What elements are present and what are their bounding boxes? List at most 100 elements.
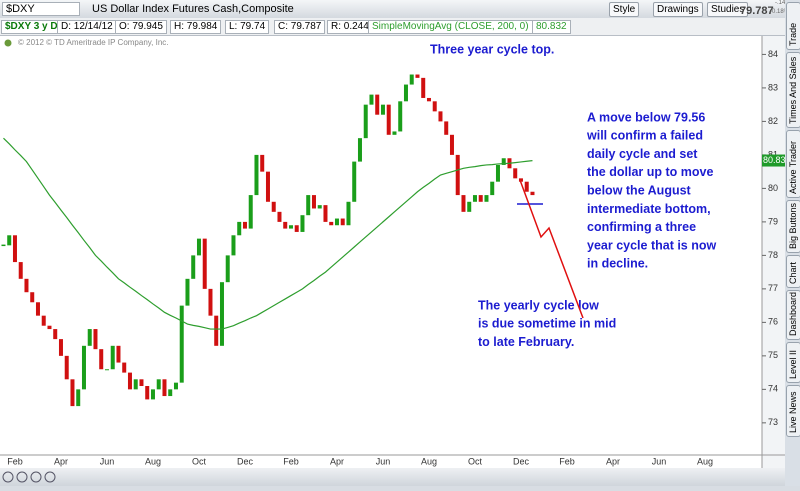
annotation: year cycle that is now: [587, 238, 717, 252]
annotation: The yearly cycle low: [478, 298, 599, 312]
price-bar: [93, 329, 98, 350]
price-bar: [76, 389, 81, 407]
x-tick-label: Aug: [145, 456, 161, 466]
price-bar: [116, 345, 121, 363]
price-bar: [501, 158, 506, 165]
annotation: is due sometime in mid: [478, 317, 616, 331]
side-tab[interactable]: Trade: [786, 2, 800, 50]
symbol-box[interactable]: $DXY: [2, 2, 80, 16]
price-bar: [248, 195, 253, 229]
study-value: 80.832: [532, 20, 571, 34]
y-tick-label: 83: [768, 82, 778, 92]
icon[interactable]: [2, 471, 14, 483]
price-bar: [87, 329, 92, 346]
price-bar: [455, 154, 460, 196]
x-tick-label: Apr: [330, 456, 344, 466]
price-bar: [30, 292, 35, 303]
annotation: confirming a three: [587, 220, 696, 234]
price-bar: [438, 111, 443, 122]
price-bar: [294, 225, 299, 232]
x-tick-label: Jun: [652, 456, 667, 466]
price-axis: [762, 36, 785, 468]
side-tab-label[interactable]: Trade: [788, 22, 798, 46]
symbol-description: US Dollar Index Futures Cash,Composite: [92, 3, 294, 15]
price-bar: [225, 255, 230, 283]
price-bar: [340, 218, 345, 226]
icon[interactable]: [16, 471, 28, 483]
y-tick-label: 78: [768, 250, 778, 260]
price-bar: [104, 369, 109, 371]
close: C: 79.787: [274, 20, 326, 34]
price-bar: [18, 262, 23, 279]
icon[interactable]: [30, 471, 42, 483]
price-bar: [47, 325, 52, 330]
price-bar: [518, 178, 523, 182]
icon[interactable]: [44, 471, 56, 483]
price-bar: [179, 305, 184, 383]
side-tab[interactable]: Times And Sales: [786, 52, 800, 128]
price-bar: [369, 94, 374, 105]
price-bar: [398, 101, 403, 132]
y-tick-label: 80: [768, 183, 778, 193]
y-tick-label: 75: [768, 350, 778, 360]
side-tab-label[interactable]: Active Trader: [788, 140, 798, 194]
price-bar: [283, 221, 288, 229]
side-tab[interactable]: Big Buttons: [786, 200, 800, 253]
price-bar: [530, 191, 535, 196]
chart: © 2012 © TD Ameritrade IP Company, Inc. …: [0, 36, 785, 468]
x-tick-label: Dec: [513, 456, 530, 466]
price-bar: [311, 195, 316, 209]
side-tab[interactable]: Level II: [786, 342, 800, 383]
price-bar: [426, 97, 431, 102]
studies-button[interactable]: Studies: [707, 2, 749, 17]
style-button[interactable]: Style: [609, 2, 640, 17]
price-bar: [467, 201, 472, 212]
price-bar: [432, 101, 437, 112]
side-tab[interactable]: Dashboard: [786, 290, 800, 340]
price-bar: [202, 238, 207, 289]
price-bar: [334, 218, 339, 226]
sidebar: Trade Times And Sales Active Trader Big But…: [785, 0, 800, 486]
x-tick-label: Feb: [7, 456, 23, 466]
price-bar: [242, 221, 247, 229]
price-bar: [375, 94, 380, 115]
projection-line: [519, 179, 584, 319]
x-tick-label: Feb: [559, 456, 575, 466]
side-tab[interactable]: Chart: [786, 255, 800, 288]
side-tab-label[interactable]: Level II: [788, 349, 798, 379]
annotation: A move below 79.56: [587, 110, 705, 124]
annotation: intermediate bottom,: [587, 202, 711, 216]
price-bar: [380, 104, 385, 115]
price-bar: [392, 131, 397, 135]
x-tick-label: Oct: [192, 456, 207, 466]
side-tab[interactable]: Live News: [786, 385, 800, 437]
side-tab-label[interactable]: Big Buttons: [788, 202, 798, 249]
open: O: 79.945: [115, 20, 167, 34]
price-bar: [127, 372, 132, 390]
side-tab-label[interactable]: Times And Sales: [788, 56, 798, 124]
y-tick-label: 79: [768, 216, 778, 226]
price-bar: [196, 238, 201, 256]
drawings-button[interactable]: Drawings: [653, 2, 703, 17]
price-bar: [386, 104, 391, 135]
price-bar: [214, 315, 219, 346]
annotation: to late February.: [478, 335, 574, 349]
price-bar: [478, 195, 483, 202]
price-bar: [99, 349, 104, 370]
price-bar: [495, 164, 500, 182]
y-tick-label: 82: [768, 116, 778, 126]
side-tab[interactable]: Active Trader: [786, 130, 800, 198]
price-bar: [449, 134, 454, 155]
side-tab-label[interactable]: Dashboard: [788, 291, 798, 336]
price-bar: [133, 379, 138, 390]
zoom-controls[interactable]: [0, 468, 100, 486]
side-tab-label[interactable]: Chart: [788, 261, 798, 284]
price-bar: [444, 121, 449, 135]
sma-line: [3, 137, 533, 330]
price-bar: [329, 221, 334, 226]
price-bar: [156, 379, 161, 390]
side-tab-label[interactable]: Live News: [788, 391, 798, 433]
price-bar: [53, 329, 58, 340]
price-bar: [260, 154, 265, 172]
